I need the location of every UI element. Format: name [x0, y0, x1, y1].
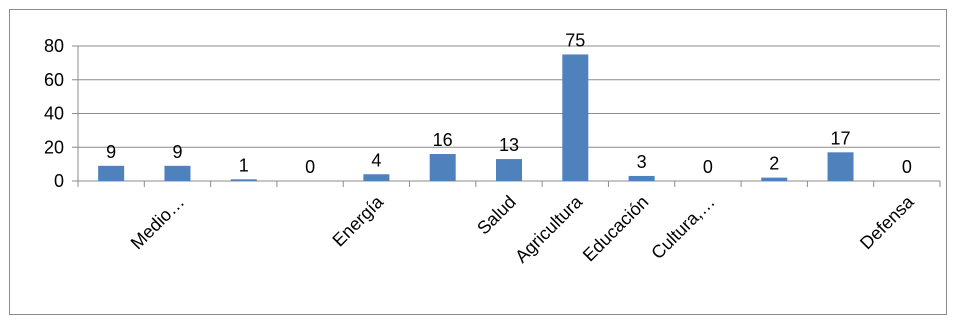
y-tick-label: 40 — [44, 104, 64, 124]
data-label: 0 — [703, 157, 713, 177]
data-label: 2 — [769, 154, 779, 174]
y-tick-label: 80 — [44, 36, 64, 56]
bar — [761, 177, 788, 181]
bar — [363, 174, 390, 181]
bar — [429, 154, 456, 181]
x-tick-label: Educación — [579, 192, 653, 266]
bar — [230, 179, 257, 181]
data-label: 0 — [305, 157, 315, 177]
data-label: 16 — [433, 130, 453, 150]
data-label: 13 — [499, 135, 519, 155]
data-label: 9 — [106, 142, 116, 162]
chart-frame — [9, 9, 947, 315]
y-tick-label: 0 — [54, 171, 64, 191]
data-label: 17 — [831, 128, 851, 148]
bar — [628, 175, 655, 181]
data-label: 75 — [565, 30, 585, 50]
bar — [496, 159, 522, 181]
data-label: 9 — [172, 142, 182, 162]
x-tick-label: Salud — [473, 192, 520, 239]
data-label: 0 — [902, 157, 912, 177]
x-tick-label: Medio… — [127, 192, 189, 254]
y-tick-label: 20 — [44, 137, 64, 157]
bar — [164, 165, 191, 181]
data-label: 1 — [239, 155, 249, 175]
bar — [562, 54, 589, 181]
x-tick-label: Cultura,… — [647, 192, 718, 263]
data-label: 3 — [637, 152, 647, 172]
x-tick-label: Defensa — [856, 191, 918, 253]
x-tick-label: Energía — [328, 191, 387, 250]
bar — [98, 165, 125, 181]
x-tick-label: Agricultura — [511, 191, 587, 267]
bar — [827, 152, 854, 181]
data-label: 4 — [371, 150, 381, 170]
y-tick-label: 60 — [44, 70, 64, 90]
